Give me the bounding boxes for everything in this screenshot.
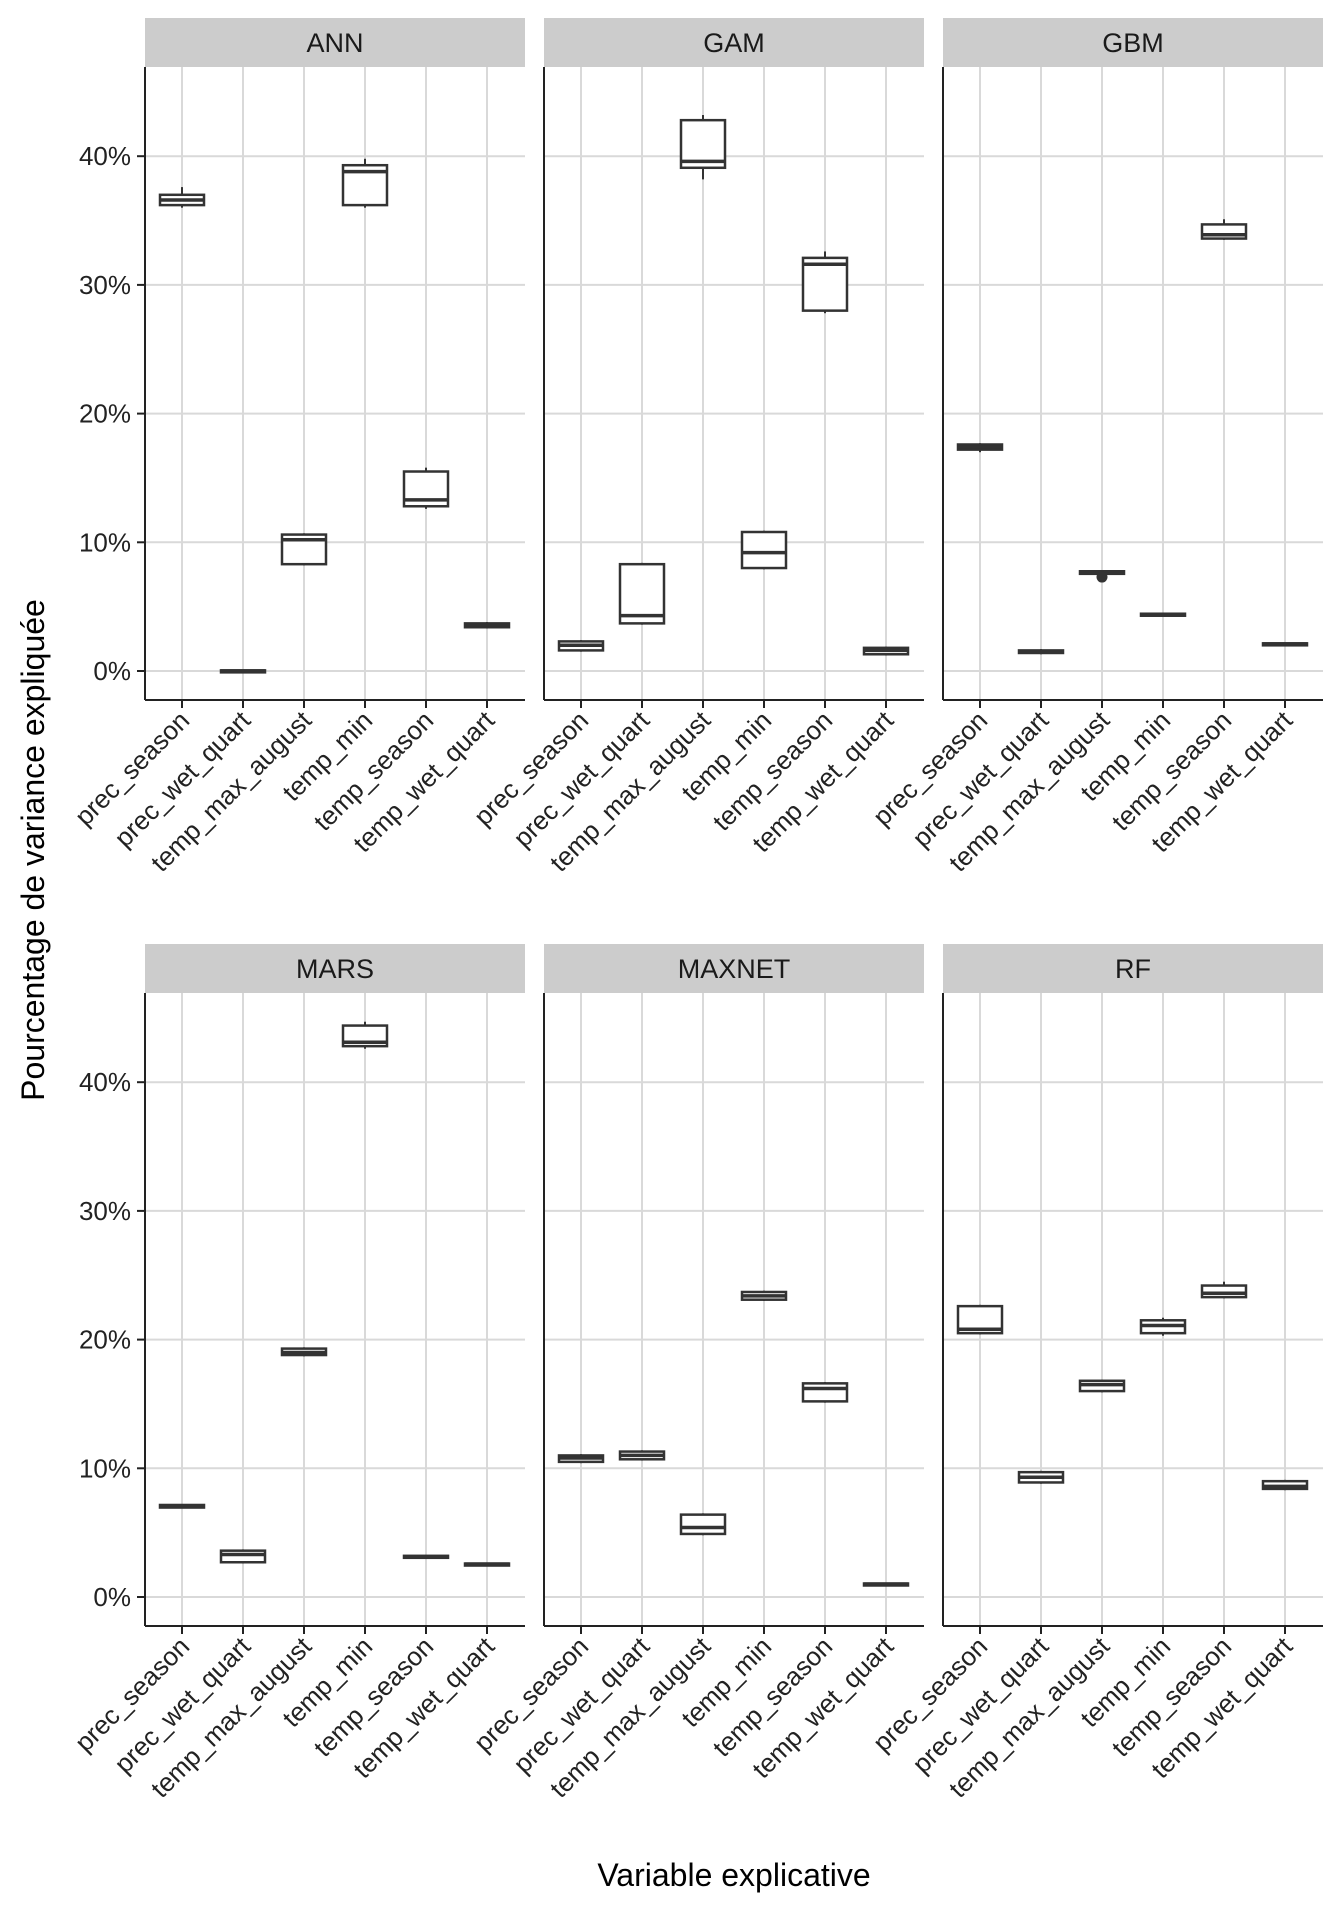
panels-layer: ANN0%10%20%30%40%prec_seasonprec_wet_qua… — [69, 18, 1323, 1803]
panel-rf: RFprec_seasonprec_wet_quarttemp_max_augu… — [867, 944, 1323, 1803]
box-temp-max-august — [280, 1347, 328, 1357]
panel-maxnet: MAXNETprec_seasonprec_wet_quarttemp_max_… — [468, 944, 924, 1803]
box-temp-wet-quart — [463, 622, 511, 629]
box-prec-season — [158, 1503, 206, 1509]
x-axis-title: Variable explicative — [597, 1857, 870, 1893]
box-temp-max-august — [679, 115, 727, 180]
panel-strip — [145, 18, 525, 67]
box-temp-min — [341, 1021, 389, 1049]
box-iqr — [801, 256, 849, 312]
panel-strip-label: MARS — [296, 954, 374, 984]
panel-strip-label: GAM — [703, 28, 765, 58]
y-tick-label: 20% — [79, 399, 131, 429]
box-temp-season — [402, 1554, 450, 1560]
box-temp-min — [341, 158, 389, 208]
y-axis-title: Pourcentage de variance expliquée — [15, 599, 51, 1101]
box-prec-season — [956, 443, 1004, 453]
box-temp-max-august — [679, 1513, 727, 1536]
box-temp-min — [1139, 612, 1187, 617]
box-temp-season — [402, 467, 450, 509]
box-temp-season — [801, 1382, 849, 1403]
outlier-point — [1096, 571, 1108, 583]
box-prec-wet-quart — [618, 562, 666, 625]
y-tick-label: 30% — [79, 270, 131, 300]
panel-strip — [544, 18, 924, 67]
y-tick-label: 10% — [79, 1453, 131, 1483]
box-prec-wet-quart — [1017, 649, 1065, 655]
box-temp-season — [1200, 1281, 1248, 1299]
y-tick-label: 40% — [79, 1067, 131, 1097]
box-prec-wet-quart — [219, 1549, 267, 1564]
panel-strip-label: MAXNET — [678, 954, 791, 984]
box-temp-min — [740, 1290, 788, 1301]
box-temp-season — [801, 251, 849, 314]
box-temp-min — [740, 530, 788, 570]
y-tick-label: 20% — [79, 1325, 131, 1355]
box-iqr — [801, 1382, 849, 1403]
box-temp-wet-quart — [862, 646, 910, 656]
panel-strip — [145, 944, 525, 993]
box-iqr — [219, 1549, 267, 1564]
y-tick-label: 10% — [79, 527, 131, 557]
box-prec-season — [557, 640, 605, 652]
panel-strip — [943, 944, 1323, 993]
box-prec-wet-quart — [219, 669, 267, 674]
panel-strip — [943, 18, 1323, 67]
box-temp-wet-quart — [463, 1562, 511, 1567]
box-iqr — [1200, 1284, 1248, 1299]
y-tick-label: 40% — [79, 141, 131, 171]
box-temp-wet-quart — [862, 1582, 910, 1587]
y-tick-label: 0% — [93, 1582, 131, 1612]
box-iqr — [679, 1513, 727, 1536]
panel-strip-label: GBM — [1102, 28, 1164, 58]
box-temp-season — [1200, 219, 1248, 240]
box-temp-wet-quart — [1261, 1479, 1309, 1491]
box-iqr — [618, 562, 666, 625]
panel-strip-label: RF — [1115, 954, 1151, 984]
box-prec-season — [956, 1304, 1004, 1335]
panel-ann: ANN0%10%20%30%40%prec_seasonprec_wet_qua… — [69, 18, 525, 877]
box-temp-min — [1139, 1317, 1187, 1336]
panel-gam: GAMprec_seasonprec_wet_quarttemp_max_aug… — [468, 18, 924, 877]
panel-strip — [544, 944, 924, 993]
box-iqr — [740, 530, 788, 570]
box-prec-wet-quart — [618, 1450, 666, 1461]
box-temp-max-august — [280, 533, 328, 566]
box-temp-wet-quart — [1261, 642, 1309, 647]
box-temp-max-august — [1078, 570, 1126, 583]
y-tick-label: 0% — [93, 656, 131, 686]
y-tick-label: 30% — [79, 1196, 131, 1226]
box-prec-season — [158, 187, 206, 208]
box-prec-season — [557, 1454, 605, 1464]
panel-strip-label: ANN — [306, 28, 363, 58]
box-temp-max-august — [1078, 1379, 1126, 1393]
panel-gbm: GBMprec_seasonprec_wet_quarttemp_max_aug… — [867, 18, 1323, 877]
panel-mars: MARS0%10%20%30%40%prec_seasonprec_wet_qu… — [69, 944, 525, 1803]
box-prec-wet-quart — [1017, 1470, 1065, 1484]
